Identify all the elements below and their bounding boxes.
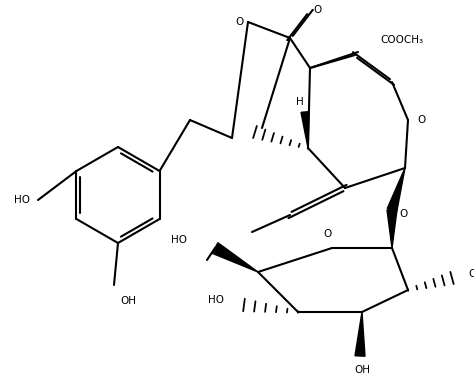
Text: COOCH₃: COOCH₃ [380,35,423,45]
Polygon shape [387,210,397,248]
Text: OH: OH [468,269,474,279]
Text: HO: HO [208,295,224,305]
Text: O: O [418,115,426,125]
Polygon shape [355,312,365,356]
Polygon shape [301,112,309,148]
Polygon shape [387,168,405,211]
Text: O: O [400,209,408,219]
Text: HO: HO [14,195,30,205]
Text: HO: HO [171,235,187,245]
Text: H: H [296,97,304,107]
Polygon shape [212,243,258,272]
Text: O: O [236,17,244,27]
Text: OH: OH [354,365,370,375]
Text: OH: OH [120,296,136,306]
Text: O: O [324,229,332,239]
Text: O: O [314,5,322,15]
